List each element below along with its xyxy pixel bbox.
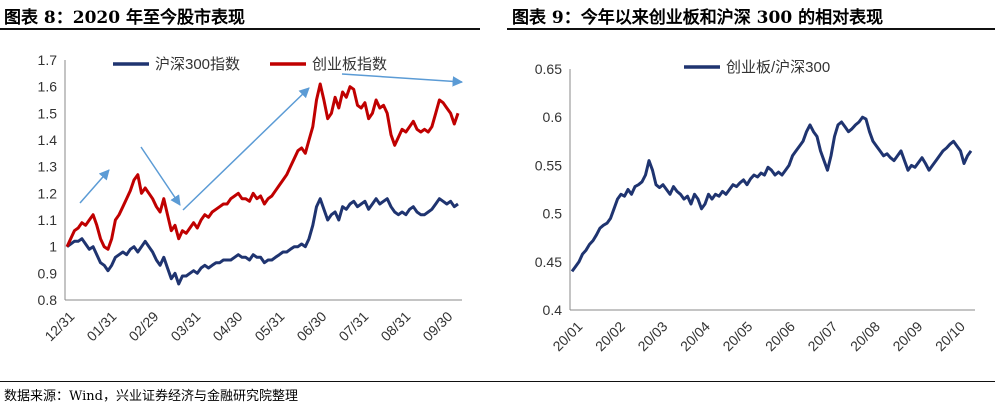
series-line-1 (66, 197, 459, 286)
legend-label-1: 沪深300指数 (155, 56, 240, 73)
y-tick-label: 1.5 (38, 105, 58, 121)
series-line-1 (570, 115, 973, 273)
legend-label-1: 创业板/沪深300 (726, 58, 830, 76)
trend-arrow-2 (140, 146, 181, 206)
y-tick-label: 1.6 (38, 79, 58, 95)
y-tick-label: 1.3 (38, 159, 58, 175)
x-tick-label: 20/09 (889, 318, 925, 354)
data-source: 数据来源：Wind，兴业证券经济与金融研究院整理 (4, 389, 298, 404)
trend-arrow-4 (341, 73, 464, 87)
footer-rule (0, 381, 995, 382)
y-tick-label: 1.2 (38, 185, 58, 201)
chart-title-left: 图表 8：2020 年至今股市表现 (4, 8, 245, 28)
x-tick-label: 20/06 (762, 318, 798, 354)
y-tick-label: 1.7 (38, 52, 58, 68)
y-tick-label: 0.8 (38, 292, 58, 308)
y-tick-label: 1.4 (38, 132, 58, 148)
series-line-2 (65, 82, 460, 251)
title-rule-right (507, 28, 995, 30)
x-tick-label: 20/04 (677, 318, 713, 354)
x-tick-label: 20/01 (549, 318, 585, 354)
x-tick-label: 20/03 (634, 318, 670, 354)
trend-arrow-1 (79, 169, 110, 204)
y-tick-label: 0.6 (543, 109, 563, 125)
y-tick-label: 0.65 (535, 61, 562, 77)
x-tick-label: 20/02 (592, 318, 628, 354)
x-tick-label: 20/05 (719, 318, 755, 354)
trend-arrow-3 (182, 87, 310, 211)
y-tick-label: 0.9 (38, 265, 58, 281)
y-tick-label: 0.45 (535, 254, 562, 270)
x-tick-label: 20/08 (847, 318, 883, 354)
y-tick-label: 1.1 (38, 212, 58, 228)
x-tick-label: 20/10 (932, 318, 968, 354)
title-rule-left (0, 28, 480, 30)
chart-title-right: 图表 9：今年以来创业板和沪深 300 的相对表现 (512, 8, 884, 28)
y-tick-label: 0.55 (535, 157, 562, 173)
legend-label-2: 创业板指数 (312, 55, 387, 73)
y-tick-label: 0.5 (543, 206, 563, 222)
y-tick-label: 1 (49, 239, 57, 255)
x-tick-label: 20/07 (804, 318, 840, 354)
y-tick-label: 0.4 (543, 302, 563, 318)
